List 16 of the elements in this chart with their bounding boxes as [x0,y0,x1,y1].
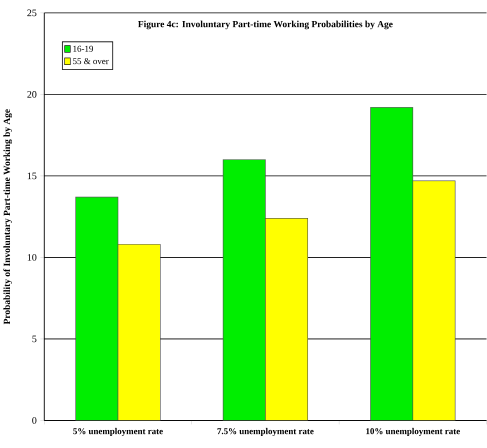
y-axis-title: Probability of Involuntary Part-time Working by Age [3,109,12,324]
y-tick-label: 5 [32,336,36,342]
x-tick-label: 10% unemployment rate [366,428,460,436]
x-tick-label: 5% unemployment rate [73,428,163,436]
text: Figure 4c: Involuntary Part-time Working Probabilities by Age [138,20,393,30]
bar [222,159,266,420]
legend-label: 16-19 [73,46,94,52]
bar [370,107,414,420]
y-tick-label: 15 [28,172,36,180]
y-tick-label: 0 [32,417,36,424]
bar [75,196,118,420]
legend-label: 55 & over [73,58,109,64]
y-tick-label: 25 [27,9,36,16]
y-tick-label: 10 [28,254,36,261]
x-tick-label: 7.5% unemployment rate [217,428,314,436]
y-tick-label: 20 [27,90,36,98]
